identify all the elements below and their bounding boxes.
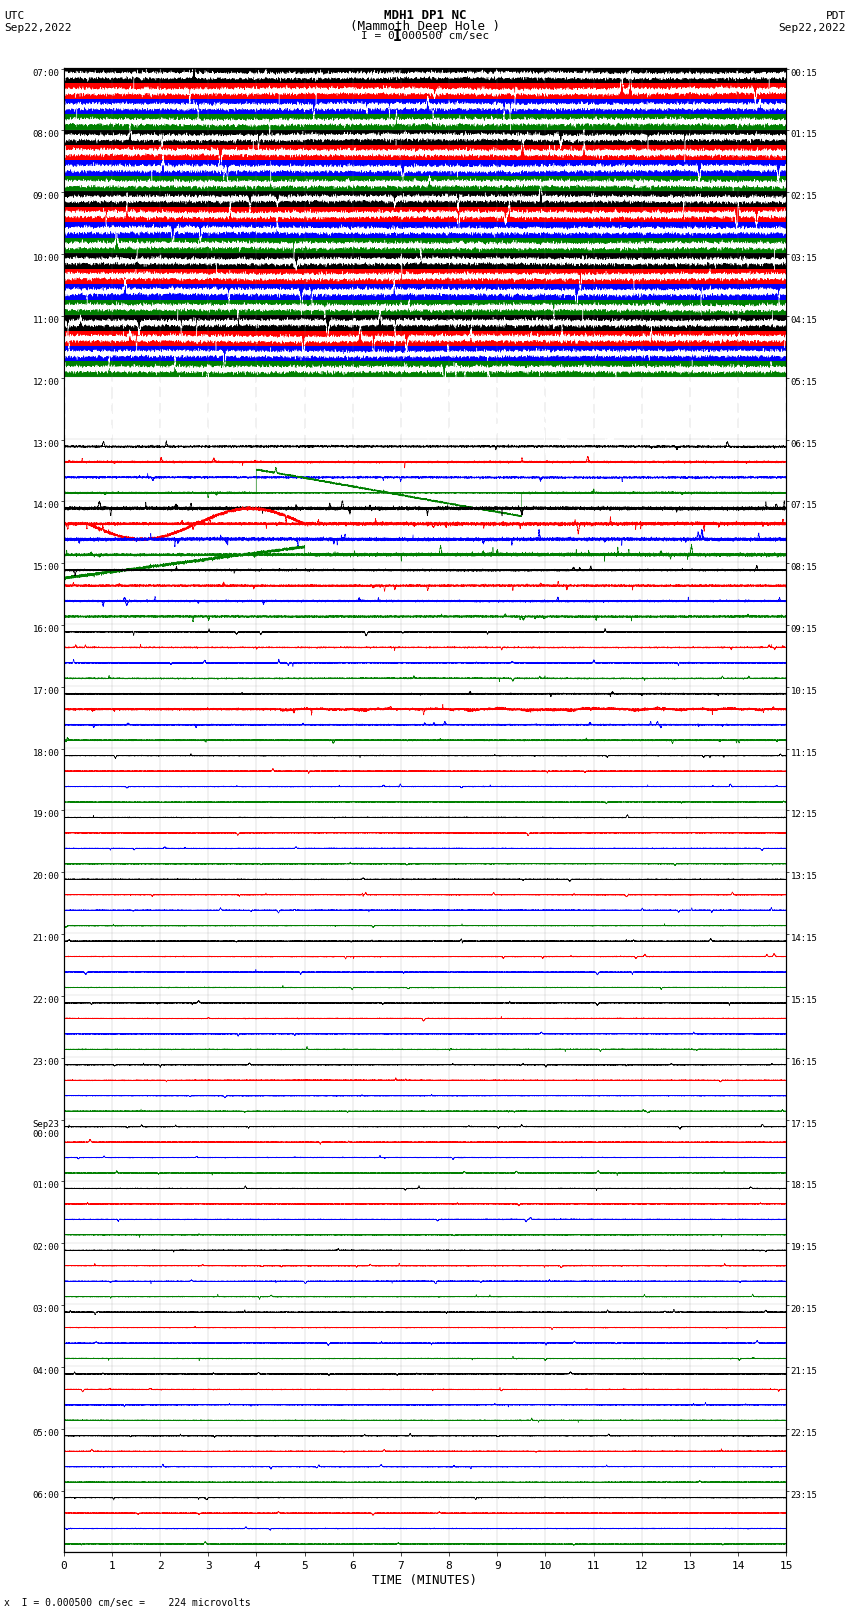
Bar: [64, 253, 786, 269]
Bar: [64, 300, 786, 315]
Bar: [64, 237, 786, 253]
Bar: [64, 161, 786, 176]
Bar: [64, 206, 786, 223]
Bar: [64, 331, 786, 347]
Bar: [64, 192, 786, 206]
Bar: [64, 98, 786, 115]
Text: x  I = 0.000500 cm/sec =    224 microvolts: x I = 0.000500 cm/sec = 224 microvolts: [4, 1598, 251, 1608]
Text: Sep22,2022: Sep22,2022: [4, 23, 71, 32]
Bar: [64, 315, 786, 331]
Text: PDT: PDT: [825, 11, 846, 21]
Bar: [64, 115, 786, 129]
Bar: [64, 68, 786, 84]
Bar: [64, 361, 786, 377]
Text: Sep22,2022: Sep22,2022: [779, 23, 846, 32]
Text: I = 0.000500 cm/sec: I = 0.000500 cm/sec: [361, 31, 489, 40]
Bar: [64, 269, 786, 284]
Text: UTC: UTC: [4, 11, 25, 21]
Bar: [64, 223, 786, 237]
Text: MDH1 DP1 NC: MDH1 DP1 NC: [383, 10, 467, 23]
Bar: [64, 284, 786, 300]
Bar: [64, 129, 786, 145]
Bar: [64, 145, 786, 161]
Bar: [64, 84, 786, 98]
Bar: [64, 176, 786, 192]
Text: (Mammoth Deep Hole ): (Mammoth Deep Hole ): [350, 19, 500, 34]
Text: I: I: [393, 29, 401, 44]
X-axis label: TIME (MINUTES): TIME (MINUTES): [372, 1574, 478, 1587]
Bar: [64, 347, 786, 361]
